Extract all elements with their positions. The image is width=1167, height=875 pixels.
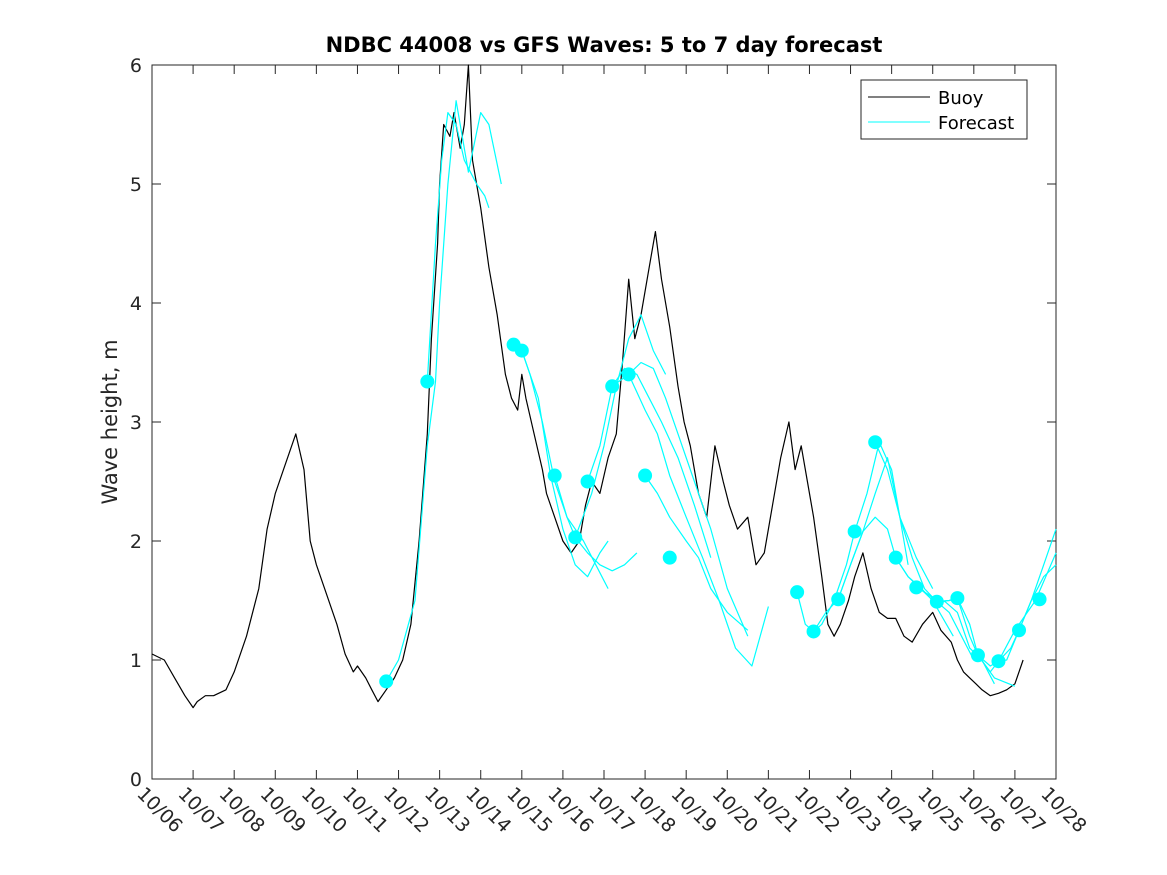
legend-buoy-label: Buoy [938, 88, 984, 109]
forecast-series-line-7 [587, 367, 712, 558]
forecast-series-line-10 [644, 475, 749, 631]
forecast-start-marker [568, 530, 583, 545]
legend-box [860, 79, 1028, 140]
forecast-series-line-4 [521, 350, 609, 578]
forecast-start-marker [514, 343, 529, 358]
forecast-start-marker [831, 592, 846, 607]
forecast-start-marker [950, 591, 965, 606]
y-axis-label: Wave height, m [98, 339, 122, 504]
forecast-start-marker [970, 648, 985, 663]
forecast-start-marker [379, 674, 394, 689]
legend: Buoy Forecast [860, 79, 1028, 140]
y-tick-label: 3 [130, 412, 142, 434]
legend-forecast-label: Forecast [938, 113, 1014, 134]
forecast-start-marker [888, 550, 903, 565]
forecast-start-marker [621, 367, 636, 382]
y-tick-label: 1 [130, 650, 142, 672]
y-tick-label: 0 [130, 769, 142, 791]
forecast-start-marker [1032, 592, 1047, 607]
forecast-series-line-6 [574, 314, 667, 538]
y-tick-label: 6 [130, 55, 142, 77]
forecast-start-marker [1012, 623, 1027, 638]
forecast-series-line-14 [874, 441, 975, 661]
forecast-start-marker [929, 594, 944, 609]
forecast-series-line-5 [554, 475, 638, 572]
forecast-start-marker [662, 550, 677, 565]
forecast-series-line-1 [385, 100, 502, 682]
forecast-start-marker [806, 624, 821, 639]
forecast-start-marker [580, 474, 595, 489]
chart-title: NDBC 44008 vs GFS Waves: 5 to 7 day fore… [326, 33, 883, 57]
y-tick-label: 4 [130, 293, 142, 315]
forecast-start-marker [991, 654, 1006, 669]
forecast-series-line-2 [426, 111, 490, 382]
forecast-series-line-12 [813, 457, 934, 632]
buoy-series-line [151, 64, 1024, 709]
forecast-series-line-9 [628, 374, 769, 667]
marker-layer [379, 337, 1047, 689]
forecast-start-marker [638, 468, 653, 483]
forecast-series-line-8 [611, 361, 749, 637]
forecast-start-marker [790, 585, 805, 600]
forecast-start-marker [547, 468, 562, 483]
forecast-start-marker [605, 379, 620, 394]
y-tick-label: 5 [130, 174, 142, 196]
y-tick-label: 2 [130, 531, 142, 553]
plot-area [151, 64, 1057, 780]
forecast-start-marker [868, 435, 883, 450]
forecast-start-marker [847, 524, 862, 539]
forecast-start-marker [420, 374, 435, 389]
forecast-start-marker [909, 580, 924, 595]
